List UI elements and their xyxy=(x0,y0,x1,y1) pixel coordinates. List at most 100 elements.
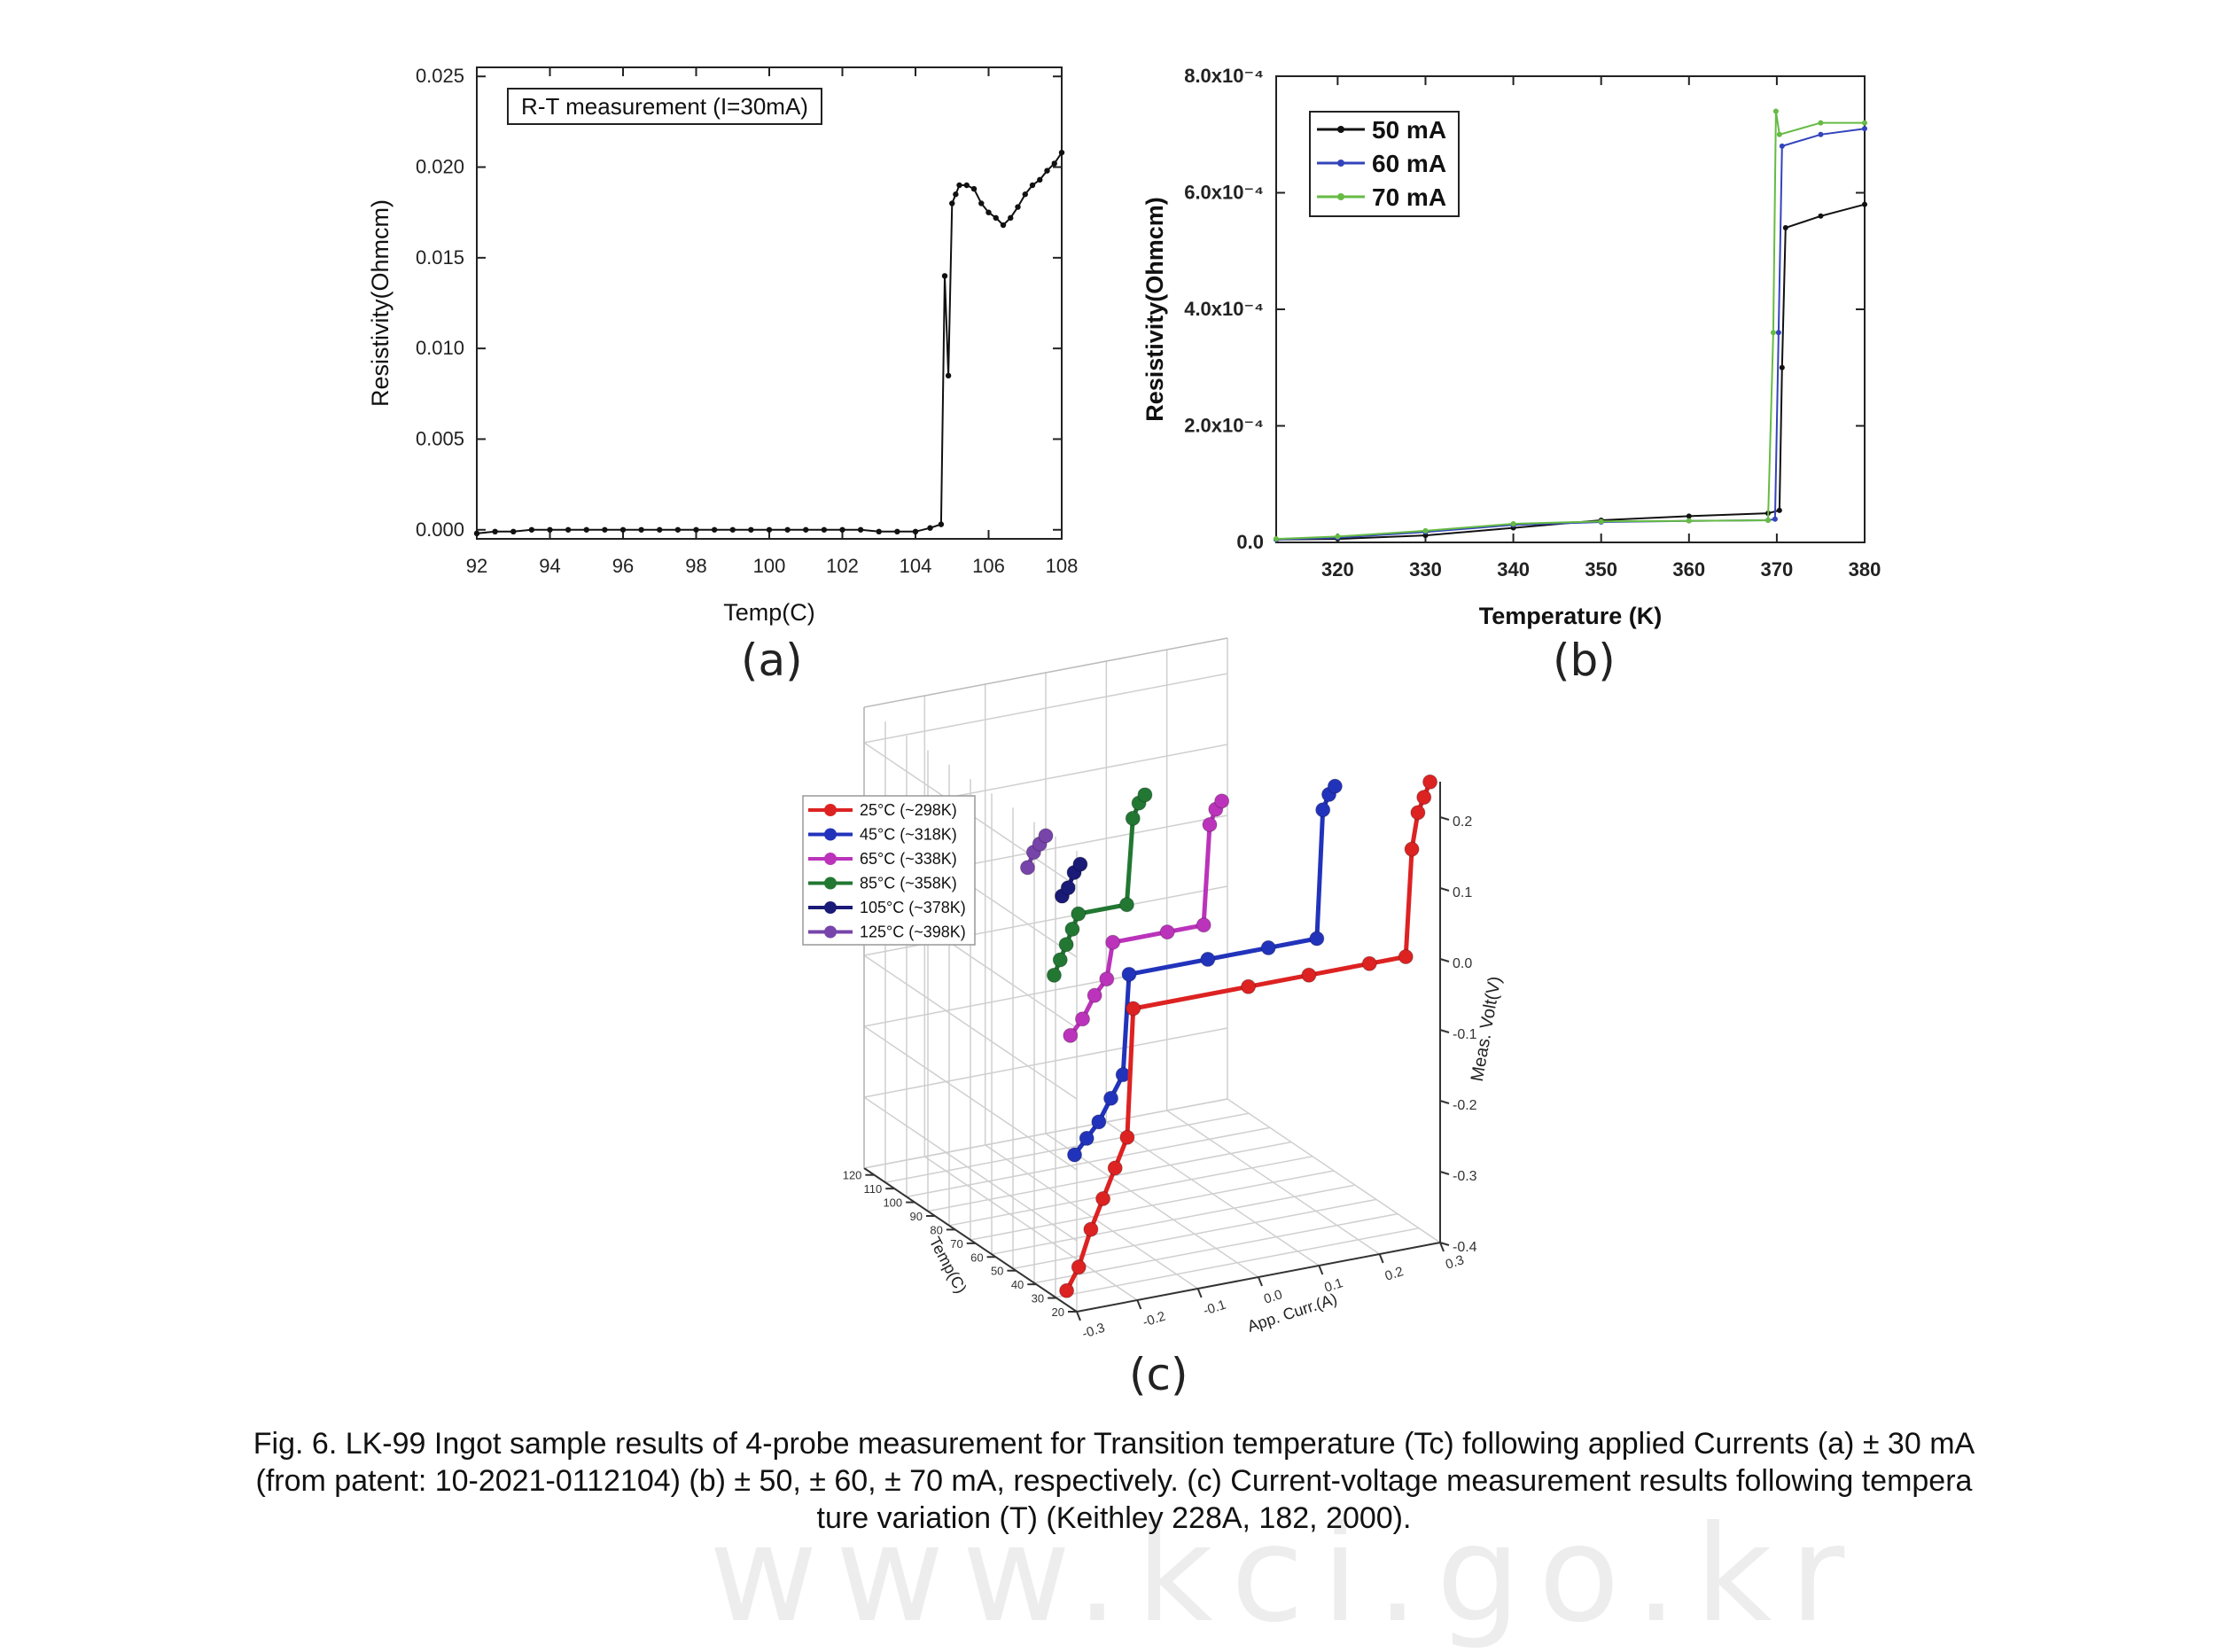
data-point xyxy=(1037,176,1043,183)
caption-line-2: (from patent: 10-2021-0112104) (b) ± 50,… xyxy=(255,1464,1973,1498)
x-tick xyxy=(1196,1288,1203,1298)
axis-edge xyxy=(863,1167,1078,1313)
data-point xyxy=(1072,856,1088,872)
panel-label-b: (b) xyxy=(1553,635,1616,686)
data-point xyxy=(938,521,945,527)
y-tick-label: 50 xyxy=(991,1265,1003,1278)
data-point xyxy=(1159,924,1175,940)
legend-marker xyxy=(1337,193,1344,200)
data-point xyxy=(619,526,627,533)
data-point xyxy=(1818,213,1824,219)
data-point xyxy=(1074,1011,1090,1027)
x-axis-label: Temperature (K) xyxy=(1479,603,1663,629)
plot-frame xyxy=(476,66,1063,540)
chart-c: -0.3 -0.2 -0.1 0.0 0.1 0.2 0.3 App. Curr.(A) 20 3… xyxy=(802,637,1505,1342)
annotation-text: R-T measurement (I=30mA) xyxy=(521,93,808,120)
data-point xyxy=(729,526,736,533)
z-tick xyxy=(1439,1100,1450,1104)
grid-line xyxy=(1055,1227,1420,1298)
data-point xyxy=(1241,978,1257,994)
data-point xyxy=(1410,805,1426,821)
data-point xyxy=(1046,967,1062,983)
grid-line xyxy=(863,673,1228,744)
panel-label-c: (c) xyxy=(1129,1349,1188,1400)
x-tick-label: 340 xyxy=(1497,558,1530,581)
x-tick-label: 0.3 xyxy=(1444,1252,1466,1273)
legend-box xyxy=(802,795,976,946)
y-tick-label: 4.0x10⁻⁴ xyxy=(1184,298,1264,320)
data-point xyxy=(492,528,498,535)
data-point xyxy=(1071,906,1087,922)
x-tick-label: 370 xyxy=(1761,558,1794,581)
y-tick-label: 80 xyxy=(930,1223,942,1236)
data-point xyxy=(894,528,900,535)
x-tick-label: 360 xyxy=(1672,558,1705,581)
data-point xyxy=(1862,120,1867,126)
z-tick-label: -0.1 xyxy=(1453,1027,1477,1042)
legend-marker xyxy=(824,828,837,841)
grid-line xyxy=(1012,1198,1377,1270)
data-point xyxy=(602,526,608,533)
data-point xyxy=(1058,149,1065,156)
data-point xyxy=(1301,967,1317,983)
legend-label: 65°C (~338K) xyxy=(860,850,957,868)
y-tick-label: 0.0 xyxy=(1236,531,1264,553)
z-tick-label: -0.3 xyxy=(1453,1169,1477,1184)
x-tick xyxy=(1258,1276,1263,1287)
data-point xyxy=(1125,810,1141,826)
x-tick-label: 96 xyxy=(612,555,634,577)
data-point xyxy=(1099,971,1115,987)
panel-label-a: (a) xyxy=(741,635,803,686)
legend-label: 70 mA xyxy=(1372,183,1446,211)
data-point xyxy=(1103,1090,1119,1106)
data-point xyxy=(1327,778,1343,794)
data-point xyxy=(1105,934,1121,950)
data-point xyxy=(528,526,535,533)
caption-line-1: Fig. 6. LK-99 Ingot sample results of 4-… xyxy=(253,1427,1975,1461)
data-point xyxy=(1772,516,1778,522)
legend-label: 125°C (~398K) xyxy=(860,923,966,941)
caption-line-3: ture variation (T) (Keithley 228A, 182, … xyxy=(816,1501,1412,1535)
data-point xyxy=(674,526,682,533)
legend-marker xyxy=(824,804,837,816)
z-tick-label: -0.4 xyxy=(1453,1240,1477,1255)
z-tick-label: 0.2 xyxy=(1453,814,1472,830)
x-tick xyxy=(1136,1299,1142,1310)
data-point xyxy=(510,528,517,535)
x-tick-label: -0.2 xyxy=(1141,1309,1167,1330)
data-point xyxy=(565,526,572,533)
data-point xyxy=(1422,527,1429,534)
x-axis-label: Temp(C) xyxy=(723,599,815,626)
legend-label: 85°C (~358K) xyxy=(860,875,957,892)
z-tick xyxy=(1439,1171,1450,1175)
data-point xyxy=(993,214,999,222)
data-point xyxy=(803,526,809,533)
data-point xyxy=(839,526,845,533)
x-tick-label: -0.1 xyxy=(1202,1297,1228,1319)
x-tick-label: 100 xyxy=(753,555,786,577)
axis-edge xyxy=(863,637,1228,708)
data-point xyxy=(1071,1259,1087,1275)
legend-marker xyxy=(824,853,837,865)
x-tick-label: 380 xyxy=(1849,558,1881,581)
data-point xyxy=(1398,948,1414,964)
y-tick-label: 8.0x10⁻⁴ xyxy=(1184,65,1264,87)
chart-a: 92 94 96 98 100 102 104 106 108 0.000 0.005 0.010 0.… xyxy=(367,65,1078,626)
data-point xyxy=(1126,1001,1141,1017)
data-point xyxy=(1598,518,1604,525)
x-tick-label: 102 xyxy=(826,555,859,577)
data-point xyxy=(1091,1114,1107,1130)
grid-line xyxy=(991,1184,1356,1255)
data-point xyxy=(711,526,718,533)
data-point xyxy=(1052,952,1068,968)
series-line xyxy=(476,152,1063,534)
data-point xyxy=(473,530,480,537)
x-tick-label: 0.2 xyxy=(1383,1264,1406,1284)
data-point xyxy=(784,526,791,533)
x-axis-label: App. Curr.(A) xyxy=(1245,1290,1339,1335)
data-point xyxy=(1772,108,1779,114)
y-tick-label: 0.015 xyxy=(416,246,464,269)
data-point xyxy=(1000,222,1007,229)
data-point xyxy=(1214,793,1230,809)
z-tick xyxy=(1439,1242,1450,1246)
